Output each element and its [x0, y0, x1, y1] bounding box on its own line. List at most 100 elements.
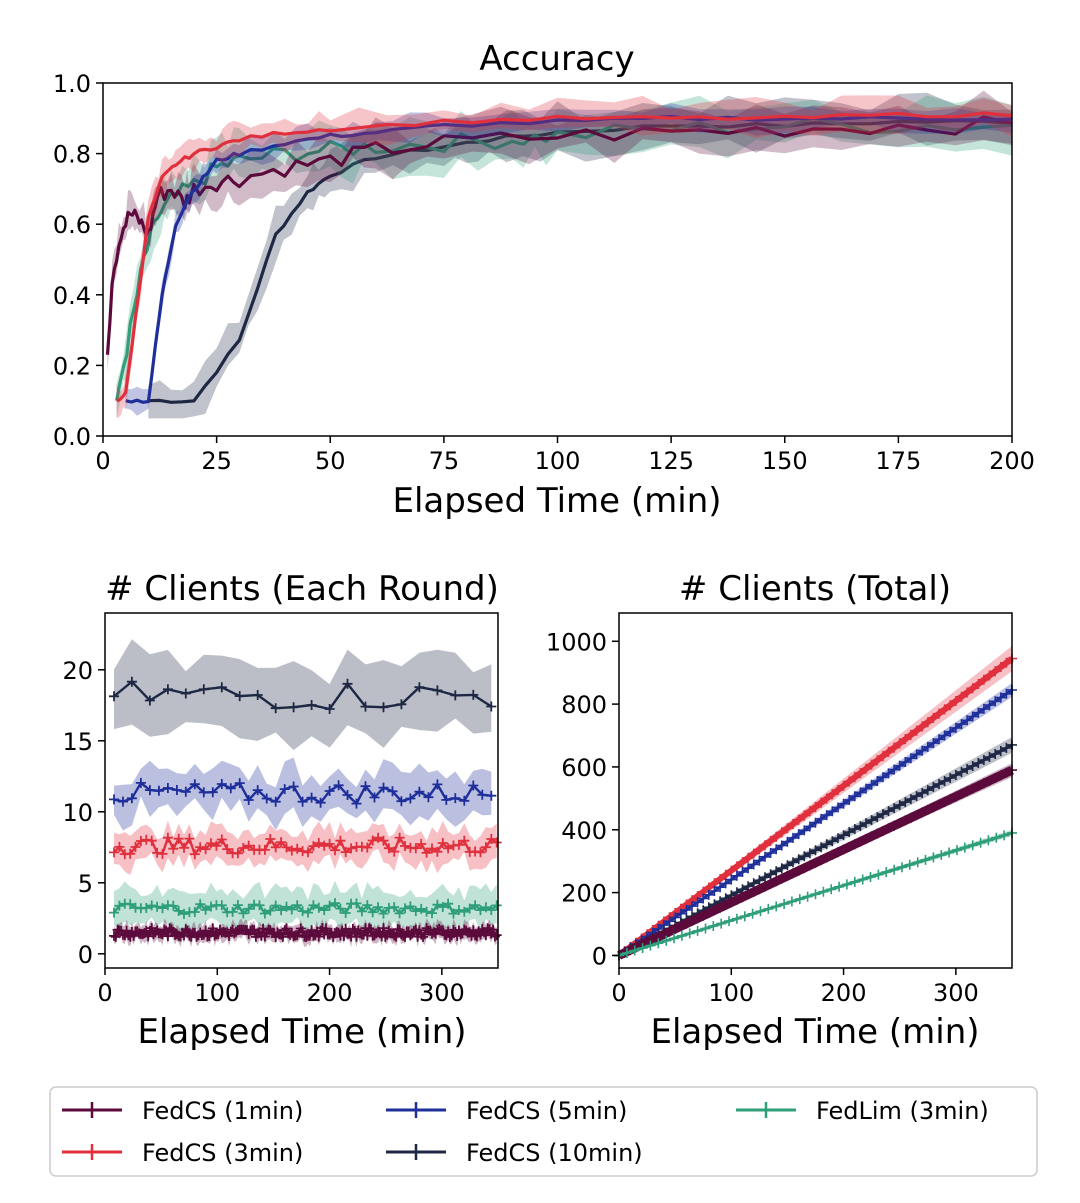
each-round-markers-fedcs-1min [109, 923, 502, 942]
total-marker [771, 844, 782, 855]
total-marker [816, 855, 827, 866]
total-marker [973, 781, 984, 791]
each-round-marker [444, 932, 455, 942]
total-marker [664, 926, 675, 937]
each-round-ytick-label: 5 [78, 870, 93, 898]
total-marker [897, 862, 907, 873]
accuracy-plot-area [105, 90, 1013, 419]
total-marker [883, 746, 894, 757]
total-marker [653, 938, 664, 949]
total-marker [855, 821, 866, 832]
total-marker [950, 770, 961, 780]
clients-total-xlabel: Elapsed Time (min) [650, 1012, 979, 1052]
total-ytick-label: 600 [561, 754, 607, 782]
total-marker [978, 674, 989, 685]
total-band-fedcs-3min [619, 645, 1012, 956]
total-marker [793, 854, 804, 865]
each-round-marker [152, 847, 163, 858]
total-marker [905, 812, 916, 823]
each-round-marker [394, 832, 405, 843]
total-marker [739, 911, 750, 922]
each-round-xtick-label: 100 [194, 979, 240, 1007]
accuracy-line-fedcs-1min [105, 115, 1013, 355]
total-marker [782, 860, 793, 871]
each-round-marker [340, 847, 351, 858]
total-marker [799, 825, 810, 836]
total-marker [747, 908, 758, 919]
each-round-marker [427, 908, 437, 919]
total-marker [776, 840, 787, 851]
each-round-marker [410, 906, 421, 917]
each-round-band-fedcs-3min [114, 820, 497, 875]
legend-label: FedLim (3min) [816, 1097, 989, 1125]
total-marker [687, 916, 697, 926]
total-marker [883, 806, 894, 817]
accuracy-ytick-label: 0.0 [53, 423, 91, 451]
total-marker [841, 879, 852, 890]
each-round-marker [200, 925, 211, 936]
total-marker [920, 854, 931, 865]
accuracy-ytick-label: 0.8 [53, 141, 91, 169]
each-round-marker [351, 898, 362, 909]
total-marker [857, 874, 868, 885]
total-marker [873, 869, 884, 880]
each-round-marker [135, 777, 146, 788]
each-round-marker [459, 906, 470, 917]
total-marker [912, 857, 923, 868]
total-marker [799, 810, 810, 821]
each-round-xtick-label: 0 [97, 979, 112, 1007]
total-marker [928, 738, 939, 749]
each-round-marker [261, 793, 272, 804]
each-round-marker [378, 908, 389, 919]
total-marker [936, 850, 947, 860]
total-marker [816, 842, 827, 853]
each-round-marker [216, 900, 227, 911]
each-round-marker [482, 923, 493, 934]
total-xtick-label: 0 [611, 979, 626, 1007]
each-round-marker [143, 931, 154, 942]
total-marker [945, 794, 956, 805]
each-round-marker [453, 905, 464, 916]
each-round-marker [125, 899, 136, 910]
each-round-marker [224, 930, 234, 941]
each-round-marker [141, 903, 152, 913]
each-round-marker [270, 703, 281, 714]
total-marker [1001, 743, 1012, 753]
clients-total-chart: # Clients (Total) 0 100 200 300 0 200 400 600 80… [546, 569, 1017, 1052]
each-round-marker [238, 908, 249, 919]
total-marker [754, 875, 765, 886]
total-marker [973, 758, 984, 768]
total-marker [810, 889, 821, 900]
total-marker [934, 779, 944, 789]
accuracy-xtick-label: 50 [315, 447, 346, 475]
each-round-marker [450, 793, 461, 804]
total-marker [826, 884, 837, 895]
total-marker [934, 708, 944, 719]
total-marker [877, 809, 888, 820]
total-marker [978, 703, 989, 714]
each-round-marker [270, 842, 281, 853]
each-round-marker [222, 844, 233, 855]
each-round-marker [200, 904, 211, 915]
total-marker [855, 836, 866, 847]
each-round-marker [162, 684, 173, 695]
total-marker [956, 788, 967, 799]
legend-item-fedlim-3min: FedLim (3min) [736, 1097, 989, 1125]
each-round-marker [110, 931, 121, 942]
each-round-marker [180, 786, 191, 797]
each-round-marker [480, 842, 491, 853]
accuracy-ticks: 0 25 50 75 100 125 150 175 200 0.0 0.2 0.4 0.6 0.8 1.0 [53, 70, 1035, 475]
each-round-marker [308, 900, 319, 911]
total-marker [754, 884, 765, 895]
each-round-marker [173, 833, 184, 844]
each-round-marker [491, 900, 502, 911]
total-marker [821, 852, 832, 863]
each-round-ytick-label: 20 [62, 657, 93, 685]
each-round-marker [414, 786, 425, 797]
total-marker [990, 666, 1001, 677]
total-marker [838, 844, 849, 855]
total-marker [669, 933, 679, 944]
legend-item-fedcs-1min: FedCS (1min) [62, 1097, 303, 1125]
total-marker [731, 894, 742, 905]
each-round-xtick-label: 200 [307, 979, 353, 1007]
